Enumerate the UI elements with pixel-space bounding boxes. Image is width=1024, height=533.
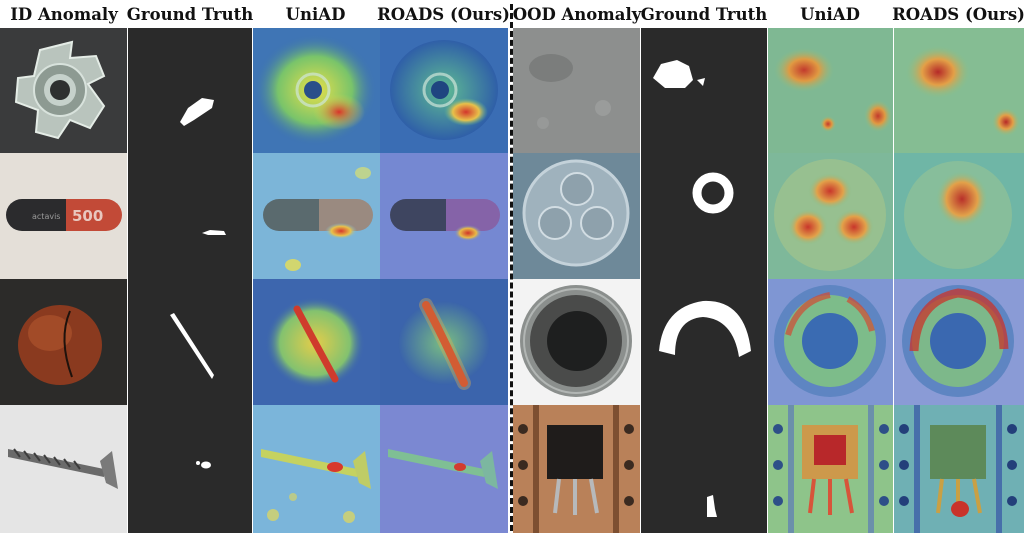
ground-truth-mask-transistor — [641, 405, 767, 533]
section-divider — [510, 4, 513, 531]
uniad-heatmap-cable — [768, 153, 893, 279]
ground-truth-mask-screw — [128, 405, 252, 533]
header-uniad-left: UniAD — [285, 4, 346, 24]
header-roads-left: ROADS (Ours) — [377, 4, 510, 24]
roads-heatmap-cable — [894, 153, 1024, 279]
roads-heatmap-transistor — [894, 405, 1024, 533]
capsule-image: actavis 500 — [0, 153, 127, 279]
header-roads-right: ROADS (Ours) — [892, 4, 1024, 24]
header-ground-truth-right: Ground Truth — [640, 4, 768, 24]
roads-heatmap-bottle — [894, 279, 1024, 405]
hazelnut-image — [0, 279, 127, 405]
capsule-label-text: 500 — [72, 207, 103, 225]
transistor-image — [513, 405, 640, 533]
roads-heatmap-metal-nut — [380, 28, 508, 153]
uniad-heatmap-bottle — [768, 279, 893, 405]
header-uniad-right: UniAD — [800, 4, 860, 24]
capsule-brand-text: actavis — [32, 212, 60, 221]
ground-truth-mask-bottle — [641, 279, 767, 405]
roads-heatmap-carpet — [894, 28, 1024, 153]
bottle-image — [513, 279, 640, 405]
uniad-heatmap-transistor — [768, 405, 893, 533]
ground-truth-mask-metal-nut — [128, 28, 252, 153]
ground-truth-mask-hazelnut — [128, 279, 252, 405]
ground-truth-mask-carpet — [641, 28, 767, 153]
screw-image — [0, 405, 127, 533]
uniad-heatmap-capsule — [253, 153, 380, 279]
header-ood-anomaly: OOD Anomaly — [512, 4, 642, 24]
roads-heatmap-hazelnut — [380, 279, 508, 405]
ground-truth-mask-capsule — [128, 153, 252, 279]
uniad-heatmap-screw — [253, 405, 380, 533]
header-ground-truth-left: Ground Truth — [126, 4, 254, 24]
uniad-heatmap-metal-nut — [253, 28, 380, 153]
ground-truth-mask-cable — [641, 153, 767, 279]
roads-heatmap-screw — [380, 405, 508, 533]
carpet-texture-image — [513, 28, 640, 153]
metal-nut-image — [0, 28, 127, 153]
uniad-heatmap-carpet — [768, 28, 893, 153]
cable-image — [513, 153, 640, 279]
roads-heatmap-capsule — [380, 153, 508, 279]
header-id-anomaly: ID Anomaly — [10, 4, 118, 24]
uniad-heatmap-hazelnut — [253, 279, 380, 405]
